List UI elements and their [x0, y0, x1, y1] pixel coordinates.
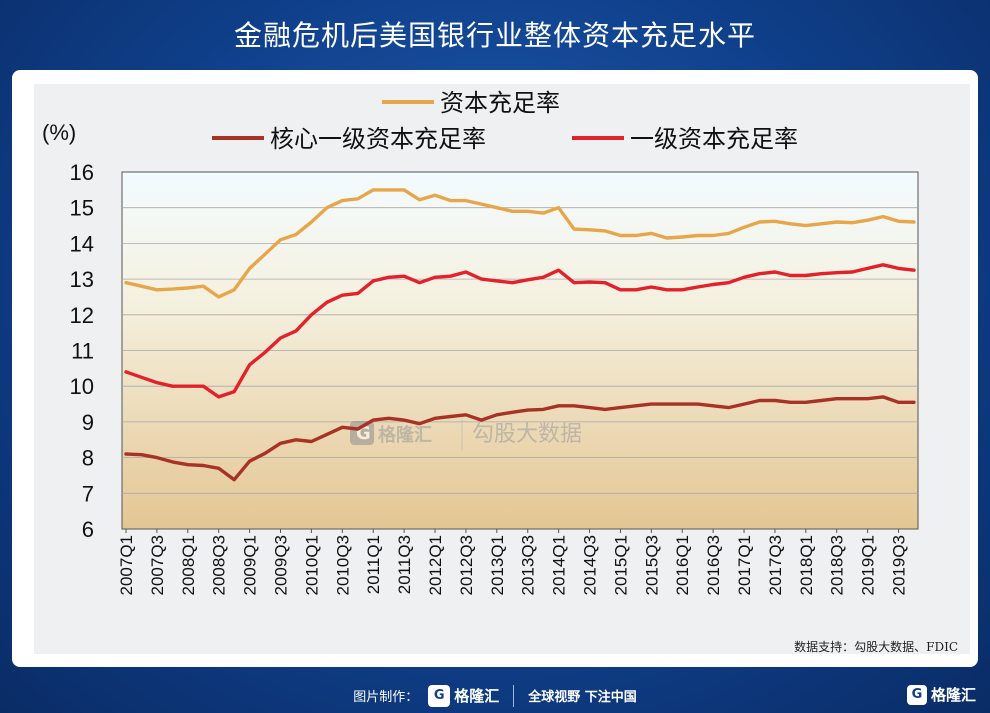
x-tick-label: 2010Q1	[302, 535, 321, 596]
capital-ratio-chart: 6 7 8 9 10 11 12 13 14 15 16 (%) 2007Q1 2007Q3 2008Q1…	[42, 89, 919, 596]
x-tick-label: 2019Q1	[859, 535, 878, 596]
x-tick-label: 2018Q3	[828, 535, 847, 596]
x-tick-label: 2015Q1	[611, 535, 630, 596]
chart-panel: 6 7 8 9 10 11 12 13 14 15 16 (%) 2007Q1 2007Q3 2008Q1…	[12, 70, 978, 667]
y-tick-label: 14	[70, 231, 94, 256]
watermark-brand: 格隆汇	[378, 424, 432, 446]
x-tick-label: 2015Q3	[642, 535, 661, 596]
y-tick-label: 13	[70, 267, 94, 292]
x-tick-label: 2010Q3	[333, 535, 352, 596]
y-axis-unit: (%)	[42, 120, 76, 145]
y-tick-label: 12	[70, 303, 94, 328]
x-tick-label: 2012Q1	[426, 535, 445, 596]
footer-made-by: 图片制作：	[353, 690, 419, 705]
x-tick-label: 2014Q3	[581, 535, 600, 596]
y-tick-label: 11	[71, 339, 94, 364]
x-tick-label: 2014Q1	[550, 535, 569, 596]
watermark-sub: 勾股大数据	[472, 422, 582, 447]
x-tick-label: 2007Q1	[117, 535, 136, 596]
x-tick-label: 2009Q1	[241, 535, 260, 596]
x-tick-label: 2011Q3	[395, 535, 414, 594]
y-tick-label: 9	[82, 410, 94, 435]
series-line-1	[124, 395, 916, 482]
x-tick-label: 2016Q3	[704, 535, 723, 596]
source-note: 数据支持：勾股大数据、FDIC	[794, 640, 958, 654]
x-tick-label: 2012Q3	[457, 535, 476, 596]
series-line-2	[124, 263, 916, 399]
y-tick-label: 10	[70, 374, 94, 399]
legend-label-2: 一级资本充足率	[630, 125, 798, 153]
x-tick-label: 2016Q1	[673, 535, 692, 596]
corner-logo-icon: G	[906, 684, 927, 705]
gelonghui-logo-icon: G	[428, 684, 451, 707]
x-tick-label: 2013Q1	[488, 535, 507, 596]
x-tick-label: 2008Q1	[179, 535, 198, 596]
footer-slogan: 全球视野 下注中国	[528, 690, 637, 705]
legend-label-1: 核心一级资本充足率	[270, 125, 486, 153]
footer: 图片制作： G 格隆汇 全球视野 下注中国	[0, 678, 990, 713]
footer-divider	[513, 684, 515, 707]
x-tick-label: 2013Q3	[519, 535, 538, 596]
legend-label-0: 资本充足率	[440, 89, 560, 117]
y-tick-label: 16	[70, 160, 94, 185]
x-tick-label: 2011Q1	[364, 535, 383, 594]
corner-brand-text: 格隆汇	[930, 686, 976, 704]
series-line-0	[124, 188, 916, 299]
x-tick-label: 2018Q1	[797, 535, 816, 596]
y-tick-label: 6	[82, 517, 94, 542]
x-tick-label: 2009Q3	[272, 535, 291, 596]
page-title: 金融危机后美国银行业整体资本充足水平	[233, 19, 756, 52]
y-tick-label: 8	[82, 446, 94, 471]
watermark-logo-icon	[350, 421, 374, 445]
x-tick-label: 2007Q3	[148, 535, 167, 596]
x-tick-label: 2008Q3	[210, 535, 229, 596]
x-tick-label: 2017Q1	[735, 535, 754, 596]
x-tick-label: 2017Q3	[766, 535, 785, 596]
x-tick-label: 2019Q3	[890, 535, 909, 596]
footer-brand: 格隆汇	[454, 687, 500, 705]
corner-brand: G 格隆汇	[906, 684, 976, 705]
y-tick-label: 7	[82, 481, 94, 506]
y-tick-label: 15	[70, 196, 94, 221]
